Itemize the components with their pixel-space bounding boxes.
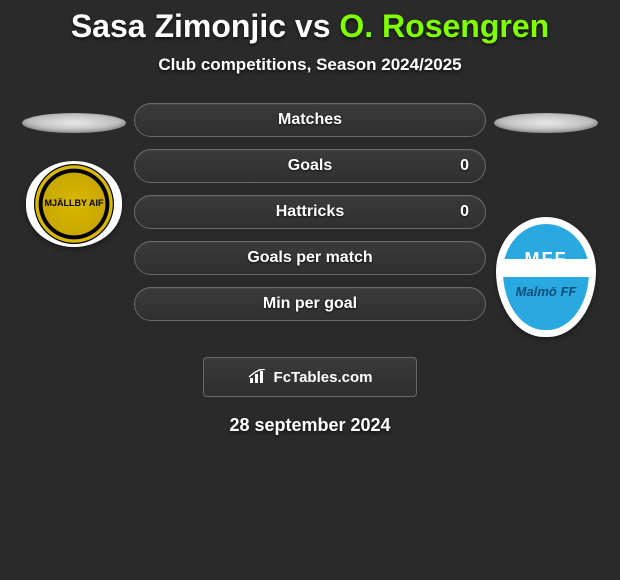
club-b-bottom-text: Malmö FF [516, 284, 577, 299]
comparison-card: Sasa Zimonjic vs O. Rosengren Club compe… [0, 0, 620, 436]
stat-rows: Matches Goals 0 Hattricks 0 Goals per ma… [134, 103, 486, 321]
stat-label: Min per goal [263, 295, 357, 313]
branding-badge[interactable]: FcTables.com [203, 357, 417, 397]
stat-label: Hattricks [276, 203, 344, 221]
stat-row-matches: Matches [134, 103, 486, 137]
comparison-body: MJÄLLBY AIF Matches Goals 0 Hattricks 0 … [0, 103, 620, 337]
club-a-crest: MJÄLLBY AIF [26, 161, 122, 247]
stat-label: Matches [278, 111, 342, 129]
player-b-name: O. Rosengren [339, 8, 549, 44]
club-a-crest-label: MJÄLLBY AIF [34, 164, 114, 244]
club-b-crest-inner: MFF Malmö FF [503, 224, 589, 330]
vs-text: vs [295, 8, 331, 44]
stat-row-goals: Goals 0 [134, 149, 486, 183]
branding-text: FcTables.com [274, 369, 373, 386]
page-title: Sasa Zimonjic vs O. Rosengren [0, 8, 620, 45]
club-b-crest: MFF Malmö FF [496, 217, 596, 337]
stat-label: Goals [288, 157, 332, 175]
club-b-top-text: MFF [525, 249, 568, 270]
stat-value-b: 0 [460, 203, 469, 221]
left-side: MJÄLLBY AIF [14, 103, 134, 247]
player-a-name: Sasa Zimonjic [71, 8, 286, 44]
date-text: 28 september 2024 [0, 415, 620, 436]
subtitle: Club competitions, Season 2024/2025 [0, 55, 620, 75]
stat-label: Goals per match [247, 249, 372, 267]
bar-chart-icon [248, 369, 268, 385]
player-b-avatar-placeholder [494, 113, 598, 133]
stat-value-b: 0 [460, 157, 469, 175]
stat-row-min-per-goal: Min per goal [134, 287, 486, 321]
stat-row-hattricks: Hattricks 0 [134, 195, 486, 229]
right-side: MFF Malmö FF [486, 103, 606, 337]
stat-row-goals-per-match: Goals per match [134, 241, 486, 275]
player-a-avatar-placeholder [22, 113, 126, 133]
